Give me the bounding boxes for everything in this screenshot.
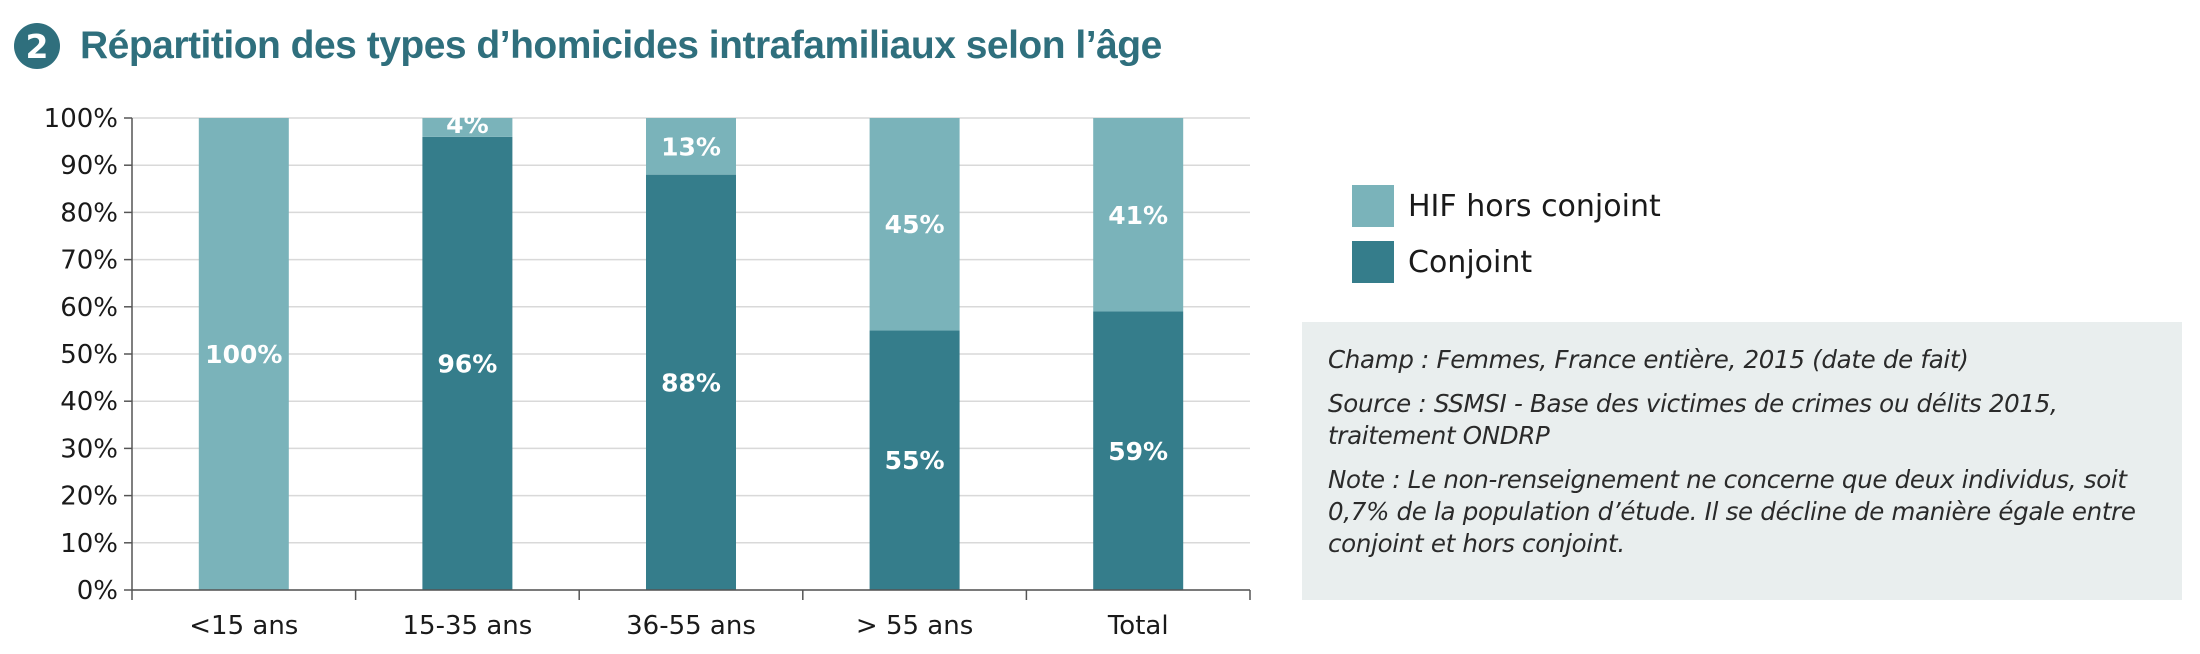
chart-title: Répartition des types d’homicides intraf… [80, 24, 1162, 67]
data-label-hif-hors-conjoint: 4% [446, 110, 488, 139]
bar-conjoint [869, 330, 960, 590]
data-label-conjoint: 55% [885, 446, 945, 475]
y-tick-label: 100% [44, 104, 118, 134]
note-details: Note : Le non-renseignement ne concerne … [1328, 465, 2136, 558]
stacked-bar-chart: 0% 10% 20% 30% 40% 50% 60% 70% 80% 90% 100% 100% <15… [44, 104, 1251, 641]
x-tick-label: 36-55 ans [626, 611, 756, 641]
y-tick-label: 40% [60, 387, 118, 417]
y-tick-label: 60% [60, 293, 118, 323]
axes [124, 117, 1251, 600]
y-tick-label: 90% [60, 151, 118, 181]
notes-box: Champ : Femmes, France entière, 2015 (da… [1302, 322, 2182, 600]
y-tick-label: 30% [60, 434, 118, 464]
bar-hif-hors-conjoint [869, 118, 960, 331]
data-label-conjoint: 96% [437, 349, 497, 378]
legend-swatch-conjoint [1352, 241, 1394, 283]
x-tick-label: <15 ans [189, 611, 298, 641]
legend-item-hif-hors-conjoint: HIF hors conjoint [1352, 178, 1661, 234]
data-label-hif-hors-conjoint: 45% [885, 210, 945, 239]
y-tick-label: 80% [60, 198, 118, 228]
chart-heading: 2 Répartition des types d’homicides intr… [14, 18, 1162, 74]
bar-hif-hors-conjoint [646, 118, 736, 175]
y-tick-label: 0% [77, 576, 118, 606]
y-tick-label: 20% [60, 482, 118, 512]
bar-hif-hors-conjoint [198, 118, 289, 590]
data-label-hif-hors-conjoint: 13% [661, 132, 721, 161]
x-tick-label: Total [1107, 611, 1169, 641]
legend-label-hif-hors-conjoint: HIF hors conjoint [1408, 188, 1661, 224]
bar-conjoint [422, 136, 513, 590]
legend: HIF hors conjoint Conjoint [1352, 178, 1661, 290]
labels: 0% 10% 20% 30% 40% 50% 60% 70% 80% 90% 100% 100% <15… [44, 104, 1169, 641]
data-label-hif-hors-conjoint: 41% [1108, 201, 1168, 230]
bars [198, 118, 1184, 590]
note-champ: Champ : Femmes, France entière, 2015 (da… [1328, 345, 1969, 374]
legend-swatch-hif-hors-conjoint [1352, 185, 1394, 227]
bar-conjoint [1093, 311, 1184, 590]
legend-label-conjoint: Conjoint [1408, 244, 1533, 280]
legend-item-conjoint: Conjoint [1352, 234, 1661, 290]
data-label-hif-hors-conjoint: 100% [205, 340, 282, 369]
x-tick-label: 15-35 ans [403, 611, 533, 641]
bar-conjoint [646, 174, 736, 590]
bar-hif-hors-conjoint [422, 118, 513, 137]
x-tick-label: > 55 ans [856, 611, 973, 641]
data-label-conjoint: 59% [1108, 437, 1168, 466]
bar-hif-hors-conjoint [1093, 118, 1184, 312]
y-tick-label: 70% [60, 246, 118, 276]
y-tick-label: 50% [60, 340, 118, 370]
note-source: Source : SSMSI - Base des victimes de cr… [1328, 389, 2058, 450]
data-label-conjoint: 88% [661, 368, 721, 397]
figure-number-badge: 2 [14, 23, 60, 69]
y-tick-label: 10% [60, 529, 118, 559]
